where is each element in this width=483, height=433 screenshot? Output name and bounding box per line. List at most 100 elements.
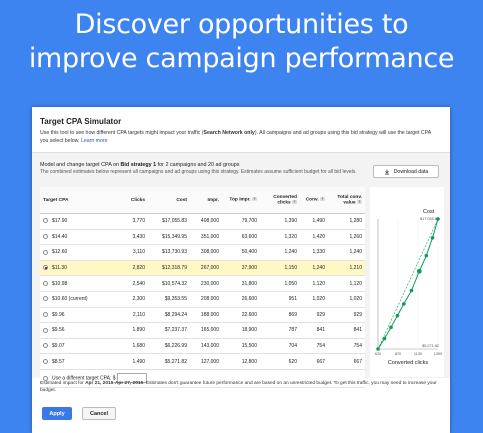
cell-top: 79,700: [222, 213, 260, 230]
target-cpa-radio[interactable]: [43, 327, 48, 333]
target-cpa-cell[interactable]: $14.40: [40, 229, 120, 246]
cell-value: 929: [328, 307, 365, 324]
target-cpa-value: $17.90: [52, 218, 68, 225]
col-top-impr[interactable]: Top impr. ?: [222, 187, 260, 214]
cell-impr: 267,000: [190, 260, 222, 277]
col-target-cpa[interactable]: Target CPA: [40, 187, 120, 214]
table-row[interactable]: $17.90 3,770 $17,055.83 408,000 79,700 1,390 1…: [40, 213, 365, 230]
panel-description: Use this tool to see how different CPA t…: [40, 129, 440, 145]
table-row[interactable]: $8.57 1,490 $5,271.82 127,000 12,800 620 667 66…: [40, 353, 365, 370]
cell-conv-clicks: 787: [260, 322, 300, 339]
data-point[interactable]: [424, 253, 429, 258]
cancel-button[interactable]: Cancel: [82, 407, 116, 420]
target-cpa-radio[interactable]: [43, 296, 48, 302]
target-cpa-radio[interactable]: [43, 265, 48, 271]
data-point[interactable]: [401, 302, 406, 306]
table-row[interactable]: $14.40 3,430 $15,349.95 351,000 63,600 1,320 1…: [40, 229, 365, 246]
table-row[interactable]: $9.56 1,890 $7,237.37 165,000 18,900 787 841 84…: [40, 322, 365, 339]
target-cpa-cell[interactable]: $9.56: [40, 322, 120, 339]
cell-clicks: 3,110: [120, 244, 148, 261]
footnote-date-range: Apr 21, 2015-Apr 27, 2015: [85, 381, 144, 386]
col-clicks[interactable]: Clicks: [120, 187, 148, 214]
cell-cost: $17,055.83: [148, 213, 190, 230]
target-cpa-cell[interactable]: $10.98: [40, 275, 120, 292]
target-cpa-value: $8.57: [52, 358, 65, 365]
footnote-text-pre: Estimated impact for: [40, 381, 86, 386]
x-tick-label: 1130: [414, 352, 422, 356]
col-total-conv-value[interactable]: Total conv. value ?: [328, 187, 365, 214]
download-data-button[interactable]: Download data: [373, 165, 439, 178]
cell-impr: 230,000: [190, 275, 222, 292]
currency-symbol: $: [112, 375, 116, 382]
cell-conv-clicks: 1,150: [260, 260, 300, 277]
cell-value: 1,280: [328, 213, 365, 230]
target-cpa-cell[interactable]: $10.60 (current): [40, 291, 120, 308]
data-point[interactable]: [430, 236, 435, 240]
custom-cpa-row[interactable]: Use a different target CPA: $: [40, 369, 365, 388]
custom-cpa-radio[interactable]: [43, 375, 48, 381]
target-cpa-value: $10.60 (current): [52, 296, 88, 303]
target-cpa-cell[interactable]: $9.07: [40, 338, 120, 355]
target-cpa-value: $9.96: [52, 311, 65, 318]
target-cpa-radio[interactable]: [43, 358, 48, 364]
col-converted-clicks[interactable]: Converted clicks ?: [260, 187, 300, 214]
col-total-conv-value-label: Total conv. value: [337, 194, 362, 206]
data-point[interactable]: [376, 347, 380, 351]
help-icon[interactable]: ?: [320, 197, 325, 202]
data-point[interactable]: [395, 313, 400, 318]
target-cpa-cell[interactable]: $11.30: [40, 260, 120, 277]
y-tick-label: $5,271.82: [422, 344, 439, 348]
target-cpa-cell[interactable]: $17.90: [40, 213, 120, 230]
cell-conv: 667: [300, 353, 328, 370]
table-row[interactable]: $10.60 (current) 2,300 $9,353.55 208,000 26,…: [40, 291, 365, 308]
custom-cpa-input[interactable]: [117, 373, 148, 384]
target-cpa-cell[interactable]: $12.60: [40, 244, 120, 261]
target-cpa-radio[interactable]: [43, 343, 48, 349]
col-conv[interactable]: Conv. ?: [300, 187, 328, 214]
help-icon[interactable]: ?: [292, 199, 297, 204]
cell-top: 18,900: [222, 322, 260, 339]
cell-impr: 127,000: [190, 353, 222, 370]
cell-clicks: 3,770: [120, 213, 148, 230]
table-row[interactable]: $9.96 2,110 $8,294.24 188,000 22,600 869 929 92…: [40, 307, 365, 324]
cell-cost: $15,349.95: [148, 229, 190, 246]
cell-cost: $10,574.32: [148, 275, 190, 292]
target-cpa-radio[interactable]: [43, 234, 48, 240]
target-cpa-cell[interactable]: $8.57: [40, 353, 120, 370]
table-row[interactable]: $10.98 2,540 $10,574.32 230,000 31,800 1,050 1…: [40, 275, 365, 292]
trend-line: [377, 218, 439, 350]
col-cost[interactable]: Cost: [148, 187, 190, 214]
cell-top: 50,400: [222, 244, 260, 261]
chart-x-label: Converted clicks: [388, 360, 429, 366]
target-cpa-radio[interactable]: [43, 249, 48, 255]
cell-conv-clicks: 869: [260, 307, 300, 324]
target-cpa-cell[interactable]: $9.96: [40, 307, 120, 324]
target-cpa-radio[interactable]: [43, 218, 48, 224]
cell-clicks: 2,540: [120, 275, 148, 292]
col-impr[interactable]: Impr.: [190, 187, 222, 214]
target-cpa-radio[interactable]: [43, 280, 48, 286]
cell-value: 754: [328, 338, 365, 355]
custom-cpa-label: Use a different target CPA:: [52, 375, 112, 382]
table-row[interactable]: $9.07 1,680 $6,226.99 143,000 15,500 704 754 75…: [40, 338, 365, 355]
data-point[interactable]: [389, 325, 393, 330]
target-cpa-radio[interactable]: [43, 312, 48, 318]
table-row[interactable]: $12.60 3,110 $13,730.93 308,000 50,400 1,240 1…: [40, 244, 365, 261]
data-point[interactable]: [436, 217, 440, 221]
custom-cpa-cell: Use a different target CPA: $: [40, 369, 365, 388]
cell-clicks: 2,820: [120, 260, 148, 277]
estimate-footnote: Estimated impact for Apr 21, 2015-Apr 27…: [40, 381, 440, 394]
x-tick-label: 1390: [434, 352, 442, 356]
x-tick-label: 620: [375, 352, 381, 356]
table-row[interactable]: $11.30 2,820 $12,318.79 267,000 37,900 1,150 1…: [40, 260, 365, 277]
help-icon[interactable]: ?: [252, 197, 257, 202]
data-point[interactable]: [382, 336, 387, 341]
data-point[interactable]: [409, 288, 414, 293]
apply-button[interactable]: Apply: [42, 407, 72, 420]
help-icon[interactable]: ?: [357, 199, 362, 204]
cost-vs-converted-clicks-chart: Cost $17,055.83 $5,271.82 620 870 1130 1390 Con…: [370, 187, 444, 377]
learn-more-link[interactable]: Learn more: [80, 138, 108, 144]
data-point[interactable]: [416, 268, 422, 274]
target-cpa-value: $9.56: [52, 327, 65, 334]
target-cpa-value: $14.40: [52, 233, 68, 240]
